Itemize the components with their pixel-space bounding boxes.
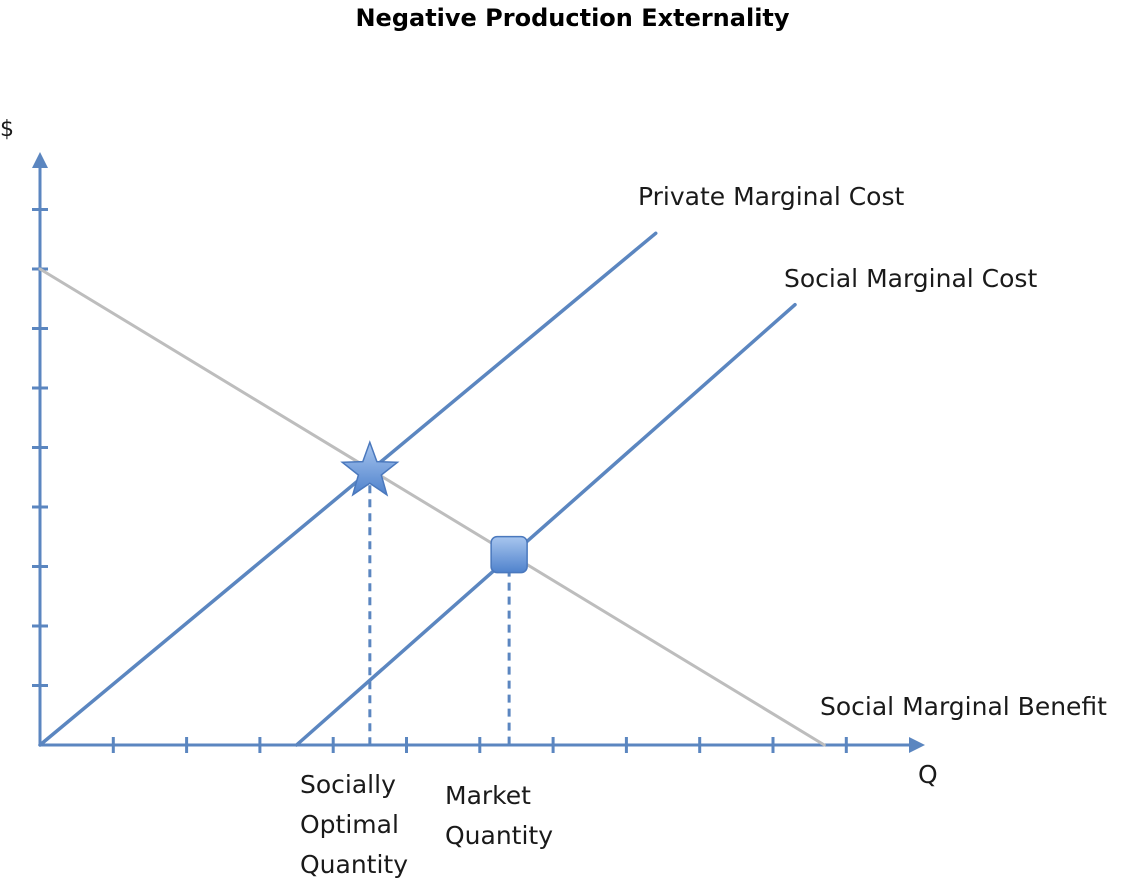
y-axis-arrow [32,152,48,168]
socially-optimal-quantity-label: Socially Optimal Quantity [300,770,409,879]
social-marginal-benefit-line [38,267,826,747]
chart-title: Negative Production Externality [355,4,790,32]
private-marginal-cost-line [38,231,658,747]
market-equilibrium-square-marker [490,535,528,574]
social-marginal-cost-label: Social Marginal Cost [784,264,1038,293]
socially-optimal-star-marker [340,440,400,497]
social-marginal-benefit-label: Social Marginal Benefit [820,692,1107,721]
x-axis-arrow [909,737,925,753]
x-axis-label: Q [918,760,938,789]
social-marginal-cost-line [294,302,797,747]
market-quantity-label: Market Quantity [445,781,554,850]
y-axis-label: $ [0,117,14,142]
private-marginal-cost-label: Private Marginal Cost [638,182,905,211]
